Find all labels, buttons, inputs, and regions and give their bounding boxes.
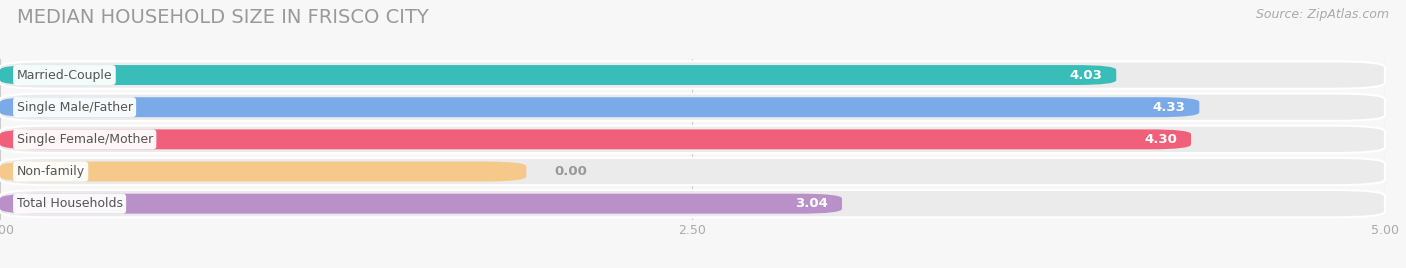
FancyBboxPatch shape — [0, 97, 1199, 117]
Text: Total Households: Total Households — [17, 197, 122, 210]
Text: 3.04: 3.04 — [796, 197, 828, 210]
Text: 4.03: 4.03 — [1070, 69, 1102, 81]
Text: 0.00: 0.00 — [554, 165, 586, 178]
FancyBboxPatch shape — [0, 190, 1385, 217]
FancyBboxPatch shape — [0, 126, 1385, 153]
Text: Single Female/Mother: Single Female/Mother — [17, 133, 153, 146]
FancyBboxPatch shape — [0, 194, 842, 214]
FancyBboxPatch shape — [0, 129, 1191, 149]
Text: Married-Couple: Married-Couple — [17, 69, 112, 81]
Text: Source: ZipAtlas.com: Source: ZipAtlas.com — [1256, 8, 1389, 21]
Text: Non-family: Non-family — [17, 165, 84, 178]
FancyBboxPatch shape — [0, 65, 1116, 85]
Text: Single Male/Father: Single Male/Father — [17, 101, 132, 114]
FancyBboxPatch shape — [0, 158, 1385, 185]
Text: 4.30: 4.30 — [1144, 133, 1177, 146]
FancyBboxPatch shape — [0, 61, 1385, 89]
FancyBboxPatch shape — [0, 162, 526, 181]
Text: MEDIAN HOUSEHOLD SIZE IN FRISCO CITY: MEDIAN HOUSEHOLD SIZE IN FRISCO CITY — [17, 8, 429, 27]
Text: 4.33: 4.33 — [1153, 101, 1185, 114]
FancyBboxPatch shape — [0, 94, 1385, 121]
